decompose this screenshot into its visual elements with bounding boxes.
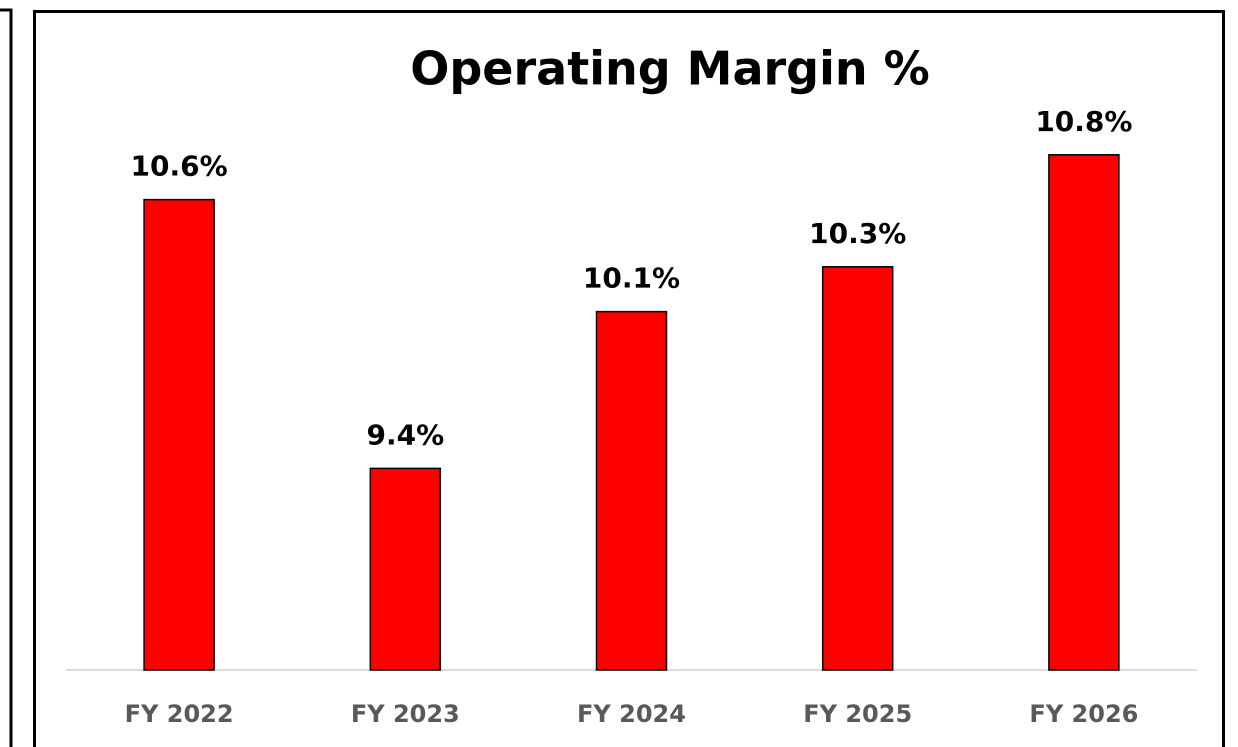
data-label: 10.3% xyxy=(809,217,906,250)
bar xyxy=(143,198,215,671)
data-label: 10.1% xyxy=(583,262,680,295)
bar xyxy=(595,310,668,671)
chart-title: Operating Margin % xyxy=(410,42,929,96)
x-tick-label: FY 2023 xyxy=(351,700,460,728)
bar xyxy=(1048,154,1120,671)
bar xyxy=(821,266,894,671)
x-tick-label: FY 2024 xyxy=(577,700,686,728)
x-tick-label: FY 2025 xyxy=(803,700,912,728)
bar xyxy=(369,467,442,671)
data-label: 9.4% xyxy=(366,418,444,451)
data-label: 10.8% xyxy=(1035,105,1132,138)
data-label: 10.6% xyxy=(131,150,228,183)
x-tick-label: FY 2026 xyxy=(1029,700,1138,728)
x-tick-label: FY 2022 xyxy=(125,700,234,728)
neighbor-panel-frame xyxy=(0,8,13,747)
